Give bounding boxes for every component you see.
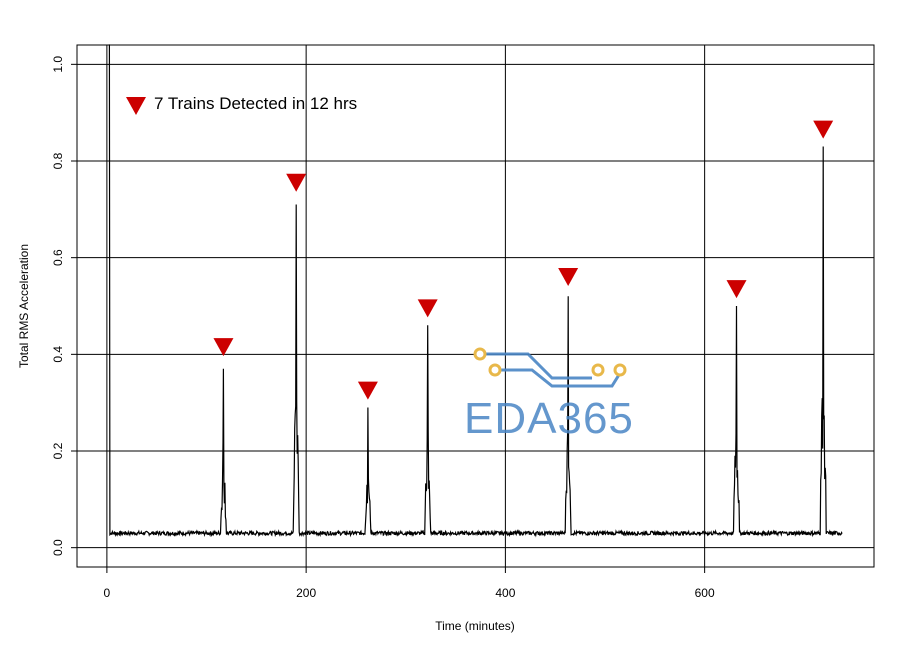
grid: [77, 45, 874, 567]
y-tick-label: 0.4: [51, 346, 65, 363]
circuit-nodes: [473, 347, 627, 377]
y-tick-label: 0.8: [51, 152, 65, 169]
y-tick-label: 0.6: [51, 249, 65, 266]
x-axis: 0 200 400 600: [104, 567, 715, 600]
y-tick-label: 1.0: [51, 56, 65, 73]
plot-frame: [76, 44, 875, 568]
train-marker-triangle: [286, 173, 307, 192]
train-marker-triangle: [417, 299, 438, 318]
legend-marker-triangle: [126, 97, 146, 115]
watermark-logo: EDA365: [464, 347, 634, 443]
train-marker-triangle: [357, 381, 378, 400]
x-tick-label: 200: [296, 586, 316, 600]
x-tick-label: 400: [495, 586, 515, 600]
y-tick-label: 0.2: [51, 442, 65, 459]
series-line: [108, 44, 843, 538]
y-tick-label: 0.0: [51, 539, 65, 556]
train-marker-triangle: [213, 338, 234, 357]
circuit-traces: [486, 352, 624, 388]
series-polyline: [108, 44, 843, 538]
x-tick-label: 600: [695, 586, 715, 600]
train-marker-triangle: [558, 268, 579, 286]
train-marker-triangle: [813, 120, 834, 139]
x-tick-label: 0: [104, 586, 111, 600]
watermark-text: EDA365: [464, 394, 634, 443]
train-marker-triangle: [726, 280, 747, 299]
legend: 7 Trains Detected in 12 hrs: [126, 94, 357, 115]
y-axis-title: Total RMS Acceleration: [17, 244, 31, 368]
markers: [213, 120, 834, 400]
y-axis: 0.0 0.2 0.4 0.6 0.8 1.0: [51, 56, 77, 556]
legend-label: 7 Trains Detected in 12 hrs: [154, 94, 357, 113]
x-axis-title: Time (minutes): [435, 619, 515, 633]
